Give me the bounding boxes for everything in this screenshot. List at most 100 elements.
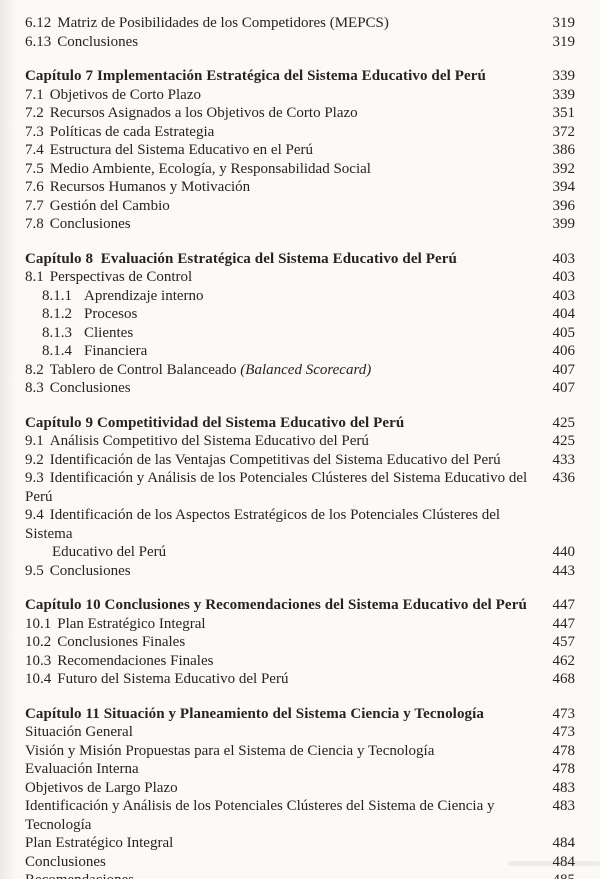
- entry-text: Financiera: [84, 343, 148, 359]
- page-number: 404: [552, 306, 576, 322]
- entry-number: 7.5: [25, 160, 44, 177]
- entry-number: 9.3: [25, 470, 44, 486]
- page-number: 339: [552, 68, 576, 84]
- entry-number: 8.1.4: [42, 343, 72, 359]
- toc-entry: 10.2 Conclusiones Finales 457: [25, 633, 575, 652]
- toc-entry: 6.13 Conclusiones 319: [25, 33, 575, 52]
- toc-section: 6.12 Matriz de Posibilidades de los Compe…: [25, 14, 575, 51]
- page-number: 483: [552, 779, 576, 796]
- toc-entry: 7.2 Recursos Asignados a los Objetivos de…: [25, 104, 575, 123]
- page-number: 406: [552, 343, 576, 359]
- entry-number: 7.8: [25, 216, 44, 232]
- entry-text: Perspectivas de Control: [49, 269, 193, 285]
- toc-entry: 6.12 Matriz de Posibilidades de los Compe…: [25, 14, 575, 33]
- entry-text: Conclusiones Finales: [57, 634, 186, 650]
- page-number: 436: [552, 470, 576, 486]
- entry-text: Recursos Humanos y Motivación: [49, 179, 251, 195]
- toc-entry-continuation: Educativo del Perú 440: [25, 543, 575, 562]
- toc-entry: 7.1 Objetivos de Corto Plazo 339: [25, 86, 575, 105]
- toc-section: Capítulo 11 Situación y Planeamiento del…: [25, 705, 575, 879]
- entry-text: Clientes: [84, 324, 134, 341]
- entry-text: Identificación y Análisis de los Potenci…: [25, 798, 495, 833]
- entry-label: 9.4 Identificación de los Aspectos Estrat…: [25, 506, 533, 543]
- page-number: 372: [552, 123, 576, 140]
- page-number: 478: [552, 742, 576, 759]
- chapter-title: Capítulo 10 Conclusiones y Recomendacion…: [25, 597, 527, 613]
- toc-subentry: 8.1.1 Aprendizaje interno 403: [25, 287, 575, 306]
- page-number: 462: [552, 652, 576, 669]
- chapter-title: Capítulo 9 Competitividad del Sistema Ed…: [25, 414, 405, 431]
- entry-text: Conclusiones: [49, 216, 131, 232]
- toc-entry: Recomendaciones 485: [25, 871, 575, 879]
- entry-label: Evaluación Interna: [25, 760, 533, 779]
- page-number: 457: [552, 634, 576, 650]
- toc-entry: Objetivos de Largo Plazo 483: [25, 779, 575, 798]
- page-number: 392: [552, 160, 576, 177]
- toc-entry: Visión y Misión Propuestas para el Siste…: [25, 742, 575, 761]
- toc-entry: 7.5 Medio Ambiente, Ecología, y Responsab…: [25, 160, 575, 179]
- entry-text: Conclusiones: [49, 562, 131, 579]
- page-number: 394: [552, 179, 576, 195]
- entry-label: 7.1 Objetivos de Corto Plazo: [25, 86, 533, 105]
- toc-entry: 10.4 Futuro del Sistema Educativo del Per…: [25, 670, 575, 689]
- entry-text: Futuro del Sistema Educativo del Perú: [57, 671, 289, 687]
- entry-label: Plan Estratégico Integral: [25, 834, 533, 853]
- entry-label: Educativo del Perú: [52, 543, 533, 562]
- entry-text: Plan Estratégico Integral: [57, 615, 206, 632]
- entry-label: 9.5 Conclusiones: [25, 562, 533, 581]
- entry-text: Evaluación Interna: [25, 761, 139, 777]
- toc-entry: 10.3 Recomendaciones Finales 462: [25, 652, 575, 671]
- page-number: 403: [552, 250, 576, 267]
- entry-label: 7.5 Medio Ambiente, Ecología, y Responsab…: [25, 160, 533, 179]
- entry-text: Aprendizaje interno: [84, 287, 204, 304]
- entry-label: 10.4 Futuro del Sistema Educativo del Per…: [25, 670, 533, 689]
- entry-label: Situación General: [25, 723, 533, 742]
- entry-number: 9.4: [25, 507, 44, 523]
- page-number: 447: [552, 615, 576, 632]
- entry-number: 9.1: [25, 433, 44, 449]
- entry-text: Medio Ambiente, Ecología, y Responsabili…: [49, 160, 371, 177]
- entry-text: Plan Estratégico Integral: [25, 835, 174, 851]
- toc-entry: 9.4 Identificación de los Aspectos Estrat…: [25, 506, 575, 543]
- toc-entry: 8.1 Perspectivas de Control 403: [25, 268, 575, 287]
- entry-text: Visión y Misión Propuestas para el Siste…: [25, 742, 435, 759]
- toc-subentry: 8.1.4 Financiera 406: [25, 342, 575, 361]
- entry-label: Recomendaciones: [25, 871, 533, 879]
- entry-label: 6.12 Matriz de Posibilidades de los Compe…: [25, 14, 533, 33]
- entry-label: Visión y Misión Propuestas para el Siste…: [25, 742, 533, 761]
- toc-entry: 7.3 Políticas de cada Estrategia 372: [25, 123, 575, 142]
- page-number: 425: [552, 433, 576, 449]
- toc-entry: 10.1 Plan Estratégico Integral 447: [25, 615, 575, 634]
- chapter-title: Capítulo 8 Evaluación Estratégica del Si…: [25, 250, 457, 267]
- page-number: 443: [552, 562, 576, 579]
- page-number: 484: [552, 853, 576, 870]
- entry-text: Conclusiones: [25, 853, 106, 870]
- toc-entry: 9.2 Identificación de las Ventajas Compet…: [25, 451, 575, 470]
- entry-label: 8.2 Tablero de Control Balanceado (Balanc…: [25, 361, 533, 380]
- entry-number: 7.2: [25, 105, 44, 121]
- page-number: 484: [552, 835, 576, 851]
- toc-entry: 8.3 Conclusiones 407: [25, 379, 575, 398]
- toc-chapter-heading: Capítulo 7 Implementación Estratégica de…: [25, 67, 575, 86]
- page-number: 319: [552, 15, 576, 31]
- page-number: 478: [552, 761, 576, 777]
- toc-section: Capítulo 9 Competitividad del Sistema Ed…: [25, 414, 575, 581]
- entry-text: Conclusiones: [57, 33, 139, 50]
- entry-number: 7.7: [25, 197, 44, 214]
- page-number: 447: [552, 597, 576, 613]
- page-number: 407: [552, 361, 576, 378]
- scan-artifact: [508, 861, 600, 866]
- entry-text: Recomendaciones Finales: [57, 652, 214, 669]
- entry-text: Objetivos de Largo Plazo: [25, 779, 178, 796]
- page-number: 407: [552, 380, 576, 396]
- toc-chapter-heading: Capítulo 8 Evaluación Estratégica del Si…: [25, 250, 575, 269]
- chapter-title: Capítulo 11 Situación y Planeamiento del…: [25, 705, 485, 722]
- entry-label: 8.1.2 Procesos: [42, 305, 533, 324]
- page-number: 433: [552, 451, 576, 468]
- entry-number: 6.13: [25, 33, 52, 50]
- page-number: 425: [552, 414, 576, 431]
- entry-label: 8.3 Conclusiones: [25, 379, 533, 398]
- entry-number: 6.12: [25, 15, 52, 31]
- entry-label: 7.3 Políticas de cada Estrategia: [25, 123, 533, 142]
- entry-number: 7.4: [25, 142, 44, 158]
